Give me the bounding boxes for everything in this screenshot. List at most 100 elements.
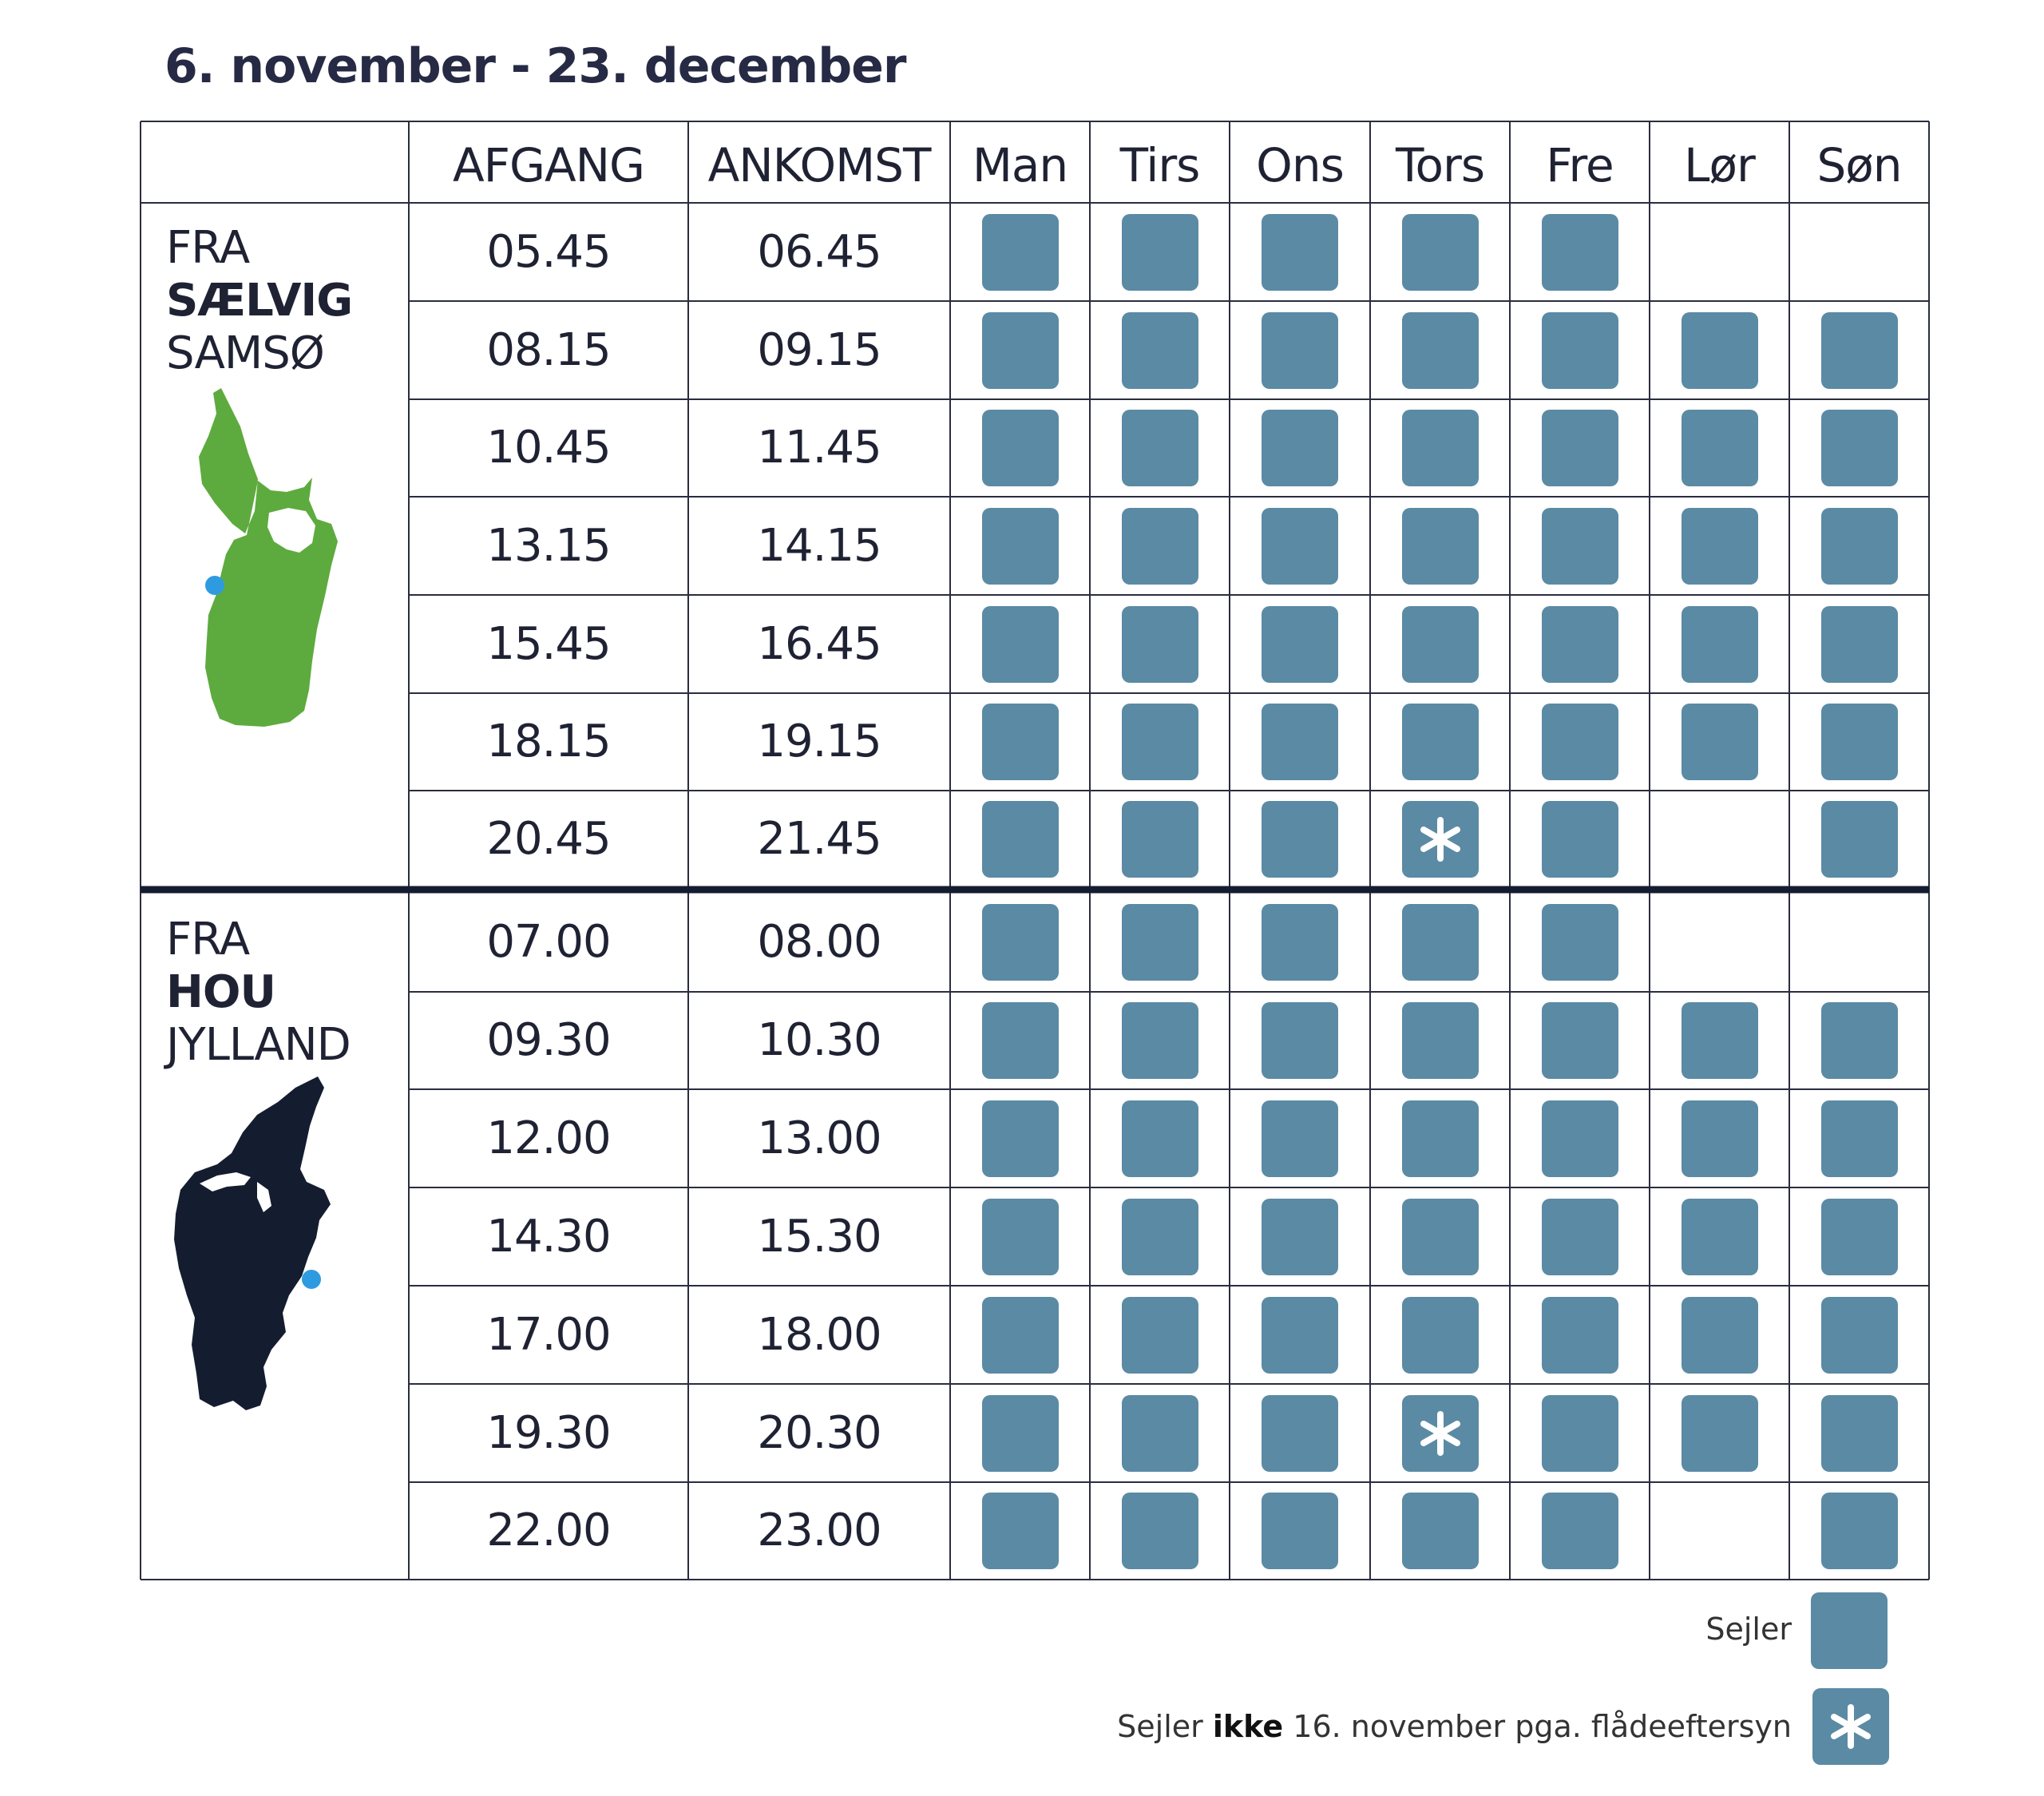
header-ankomst: ANKOMST xyxy=(707,138,932,192)
samso-island-shape xyxy=(199,388,338,727)
sailing-cell xyxy=(1121,904,1198,981)
jylland-shape xyxy=(174,1076,331,1410)
sailing-cell xyxy=(1681,410,1758,486)
arrival-time: 08.00 xyxy=(757,916,881,968)
sailing-cell xyxy=(1541,1100,1618,1177)
sailing-cell xyxy=(1820,801,1898,878)
sailing-cell xyxy=(1401,311,1479,389)
arrival-time: 13.00 xyxy=(757,1112,881,1164)
section-place: HOU xyxy=(166,966,276,1018)
jylland-fjord xyxy=(200,1172,251,1191)
sailing-cell xyxy=(1681,1394,1758,1472)
section-prefix: FRA xyxy=(166,914,250,965)
arrival-time: 21.45 xyxy=(757,813,881,865)
jylland-map-icon xyxy=(174,1076,331,1410)
arrival-time: 20.30 xyxy=(757,1406,881,1459)
sailing-cell xyxy=(1121,213,1198,291)
sailing-cell xyxy=(981,311,1059,389)
hou-port-dot xyxy=(302,1270,321,1289)
sailing-cell xyxy=(1262,311,1338,389)
sailing-cell xyxy=(1401,704,1479,780)
departure-time: 14.30 xyxy=(486,1210,611,1263)
arrival-time: 10.30 xyxy=(757,1014,881,1066)
saelvig-port-dot xyxy=(205,576,224,595)
sailing-cell xyxy=(1541,1394,1618,1472)
departure-time: 19.30 xyxy=(486,1406,611,1459)
sailing-cell xyxy=(981,1394,1059,1472)
sailing-cell xyxy=(1820,410,1898,486)
sailing-cell xyxy=(1541,1493,1618,1569)
sailing-cell xyxy=(1820,1296,1898,1374)
sailing-cell xyxy=(1401,1198,1479,1275)
sailing-cell xyxy=(1121,1493,1198,1569)
sailing-cell xyxy=(1681,311,1758,389)
sailing-cell xyxy=(1262,213,1338,291)
sailing-cell xyxy=(1401,410,1479,486)
samso-lagoon xyxy=(267,508,315,553)
sailing-cell xyxy=(1262,605,1338,683)
sailing-cell xyxy=(1820,311,1898,389)
arrival-time: 16.45 xyxy=(757,617,881,670)
sailing-cell xyxy=(1262,507,1338,585)
sailing-cell xyxy=(1820,1002,1898,1079)
sailing-cell xyxy=(1262,1296,1338,1374)
sailing-cell xyxy=(981,1198,1059,1275)
arrival-time: 06.45 xyxy=(757,225,881,278)
sailing-cell xyxy=(1681,1002,1758,1079)
section-label-saelvig: FRA SÆLVIG SAMSØ xyxy=(166,222,353,380)
sailing-cell xyxy=(1401,1002,1479,1079)
sailing-cell xyxy=(1401,213,1479,291)
sailing-cell xyxy=(1541,1198,1618,1275)
departure-time: 05.45 xyxy=(486,225,611,278)
departure-time: 22.00 xyxy=(486,1505,611,1556)
sailing-cell xyxy=(1401,904,1479,981)
header-day-fre: Fre xyxy=(1546,138,1614,192)
legend-not-sails-box xyxy=(1812,1688,1889,1765)
sailing-cell xyxy=(1262,1198,1338,1275)
sailing-cell xyxy=(981,410,1059,486)
departure-time: 20.45 xyxy=(486,813,611,865)
section-region: JYLLAND xyxy=(166,1019,351,1071)
sailing-cell xyxy=(1820,1493,1898,1569)
sailing-cell xyxy=(1262,1100,1338,1177)
departure-time: 17.00 xyxy=(486,1308,611,1361)
arrival-time: 19.15 xyxy=(757,716,881,767)
sailing-cell xyxy=(1121,1394,1198,1472)
jylland-fjord-2 xyxy=(257,1182,271,1212)
sailing-cell xyxy=(1401,507,1479,585)
header-day-ons: Ons xyxy=(1256,138,1345,192)
samso-map-icon xyxy=(199,388,338,727)
sailing-cell xyxy=(1820,1198,1898,1275)
sailing-cell xyxy=(981,904,1059,981)
arrival-time: 15.30 xyxy=(757,1210,881,1263)
sailing-cell xyxy=(1681,1100,1758,1177)
arrival-time: 11.45 xyxy=(757,422,881,474)
sailing-cell xyxy=(1820,1394,1898,1472)
departure-time: 09.30 xyxy=(486,1014,611,1066)
sailing-cell xyxy=(981,704,1059,780)
legend-not-sails-post: 16. november pga. flådeeftersyn xyxy=(1293,1709,1792,1744)
sailing-cell xyxy=(1681,507,1758,585)
asterisk-icon xyxy=(1420,1410,1460,1456)
departure-time: 15.45 xyxy=(486,617,611,670)
sailing-cell-exception xyxy=(1401,801,1479,878)
sailing-cell xyxy=(1820,704,1898,780)
sailing-cell xyxy=(981,801,1059,878)
legend-not-sails-label: Sejler ikke 16. november pga. flådeefter… xyxy=(1117,1709,1792,1744)
sailing-cell xyxy=(1820,605,1898,683)
sailing-cell xyxy=(1121,507,1198,585)
sailing-cell xyxy=(1541,507,1618,585)
header-day-man: Man xyxy=(972,138,1068,192)
sailing-cell xyxy=(1121,311,1198,389)
departure-time: 08.15 xyxy=(486,323,611,376)
sailing-cell xyxy=(981,213,1059,291)
sailing-cell xyxy=(1121,605,1198,683)
section-label-hou: FRA HOU JYLLAND xyxy=(166,914,351,1072)
sailing-cell xyxy=(1121,1100,1198,1177)
sailing-cell xyxy=(981,605,1059,683)
page-title: 6. november - 23. december xyxy=(164,38,906,94)
sailing-cell-exception xyxy=(1401,1394,1479,1472)
arrival-time: 18.00 xyxy=(757,1308,881,1361)
header-day-tors: Tors xyxy=(1395,138,1485,192)
sailing-cell xyxy=(1541,1002,1618,1079)
